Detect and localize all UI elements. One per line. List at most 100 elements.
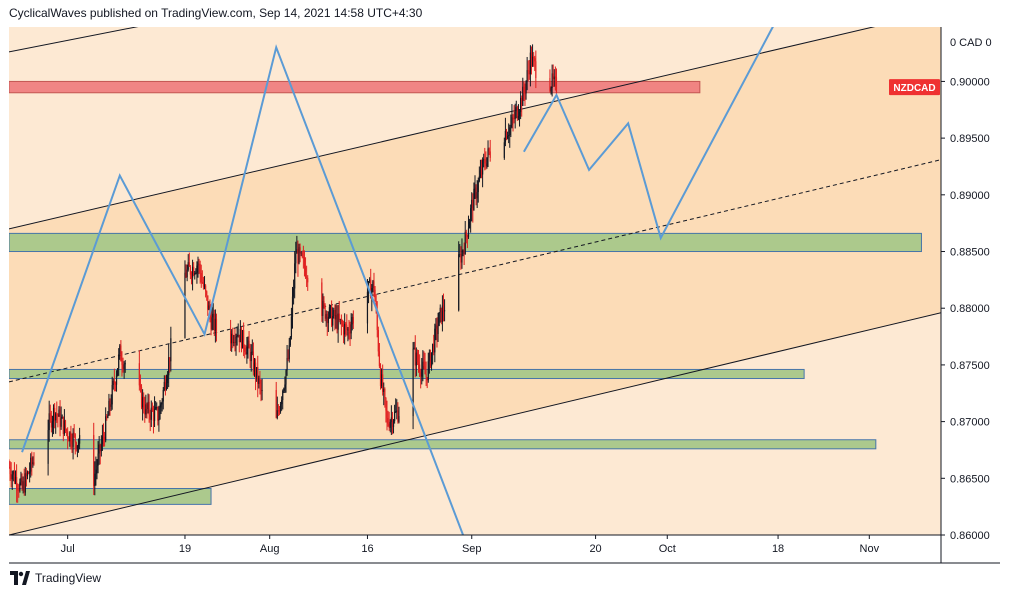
candle-body	[328, 307, 331, 317]
candle-body	[97, 453, 99, 466]
candle-118	[188, 252, 190, 267]
candle-257	[391, 411, 394, 435]
candle-body	[331, 306, 333, 326]
candle-body	[68, 438, 70, 442]
candle-6	[14, 470, 17, 485]
candle-110	[166, 371, 169, 389]
candle-body	[479, 170, 482, 177]
candle-245	[378, 342, 381, 369]
candle-210	[327, 311, 329, 333]
candle-191	[294, 251, 296, 299]
candle-229	[348, 319, 350, 340]
candle-body	[107, 415, 109, 418]
candle-47	[72, 428, 74, 460]
candle-body	[426, 377, 428, 381]
candle-266	[414, 335, 416, 378]
candle-body	[484, 159, 486, 164]
footer-brand-label: TradingView	[35, 571, 102, 585]
candle-body	[138, 363, 140, 386]
candle-202	[306, 265, 308, 288]
candle-239	[372, 279, 374, 293]
y-tick-label-1: 0.89500	[950, 133, 990, 145]
candle-body	[505, 131, 508, 139]
candle-2	[10, 462, 12, 488]
candle-body	[259, 378, 261, 384]
candle-body	[48, 413, 50, 431]
symbol-price-badge	[889, 79, 940, 96]
candle-221	[339, 318, 341, 325]
candle-body	[398, 416, 400, 422]
candle-body	[417, 361, 420, 365]
candle-228	[347, 327, 349, 342]
candle-96	[151, 402, 153, 413]
candle-246	[379, 363, 382, 390]
candle-body	[114, 383, 117, 385]
candle-50	[75, 441, 77, 452]
candle-290	[440, 307, 442, 325]
candle-1	[9, 461, 11, 481]
candle-233	[352, 310, 354, 329]
candle-262	[397, 402, 399, 424]
y-tick-label-5: 0.87500	[950, 360, 990, 372]
candle-body	[190, 274, 193, 278]
candle-body	[51, 421, 54, 428]
candle-body	[379, 366, 382, 386]
candle-body	[427, 361, 429, 381]
candle-157	[244, 344, 246, 359]
candle-body	[60, 418, 62, 427]
candle-359	[554, 66, 556, 91]
candle-268	[416, 349, 419, 366]
footer-brand[interactable]: TradingView	[10, 571, 101, 585]
candle-41	[65, 428, 68, 437]
candle-285	[435, 318, 437, 341]
candle-304	[468, 218, 471, 229]
candle-body	[366, 291, 369, 324]
channel-midline	[9, 159, 941, 383]
candle-292	[442, 293, 445, 322]
candle-251	[385, 397, 387, 423]
candle-152	[238, 334, 240, 353]
candle-body	[199, 264, 201, 274]
candle-body	[372, 281, 374, 289]
candle-32	[56, 401, 58, 423]
candle-127	[198, 258, 200, 275]
candle-body	[459, 254, 461, 256]
candle-body	[504, 131, 507, 143]
candle-body	[392, 421, 395, 427]
y-tick-label-7: 0.86500	[950, 473, 990, 485]
candle-91	[146, 402, 148, 419]
candle-body	[72, 432, 74, 447]
x-tick-label-5: 20	[589, 543, 601, 555]
candle-body	[321, 282, 323, 316]
candle-body	[197, 263, 199, 266]
channel-line-0	[9, 27, 876, 230]
candle-213	[331, 300, 333, 328]
candle-body	[350, 324, 352, 334]
candle-body	[554, 76, 556, 78]
publisher-line: CyclicalWaves published on TradingView.c…	[9, 6, 423, 20]
y-tick-label-3: 0.88500	[950, 247, 990, 259]
candle-270	[419, 354, 421, 378]
candle-274	[423, 351, 425, 370]
candle-342	[523, 81, 525, 102]
candle-body	[145, 404, 147, 415]
candle-284	[434, 323, 436, 363]
candle-body	[279, 404, 282, 412]
candle-259	[394, 404, 396, 424]
candle-body	[207, 295, 209, 310]
candle-45	[70, 425, 72, 450]
candle-299	[463, 242, 465, 266]
candle-body	[283, 388, 285, 391]
candle-body	[23, 481, 25, 493]
candle-356	[551, 64, 553, 97]
candle-body	[307, 277, 309, 283]
candle-body	[549, 78, 551, 91]
candle-172	[260, 379, 262, 402]
candle-159	[246, 336, 248, 364]
candle-body	[117, 368, 119, 376]
candle-body	[338, 313, 340, 320]
candle-101	[157, 406, 159, 426]
candle-134	[206, 290, 208, 301]
